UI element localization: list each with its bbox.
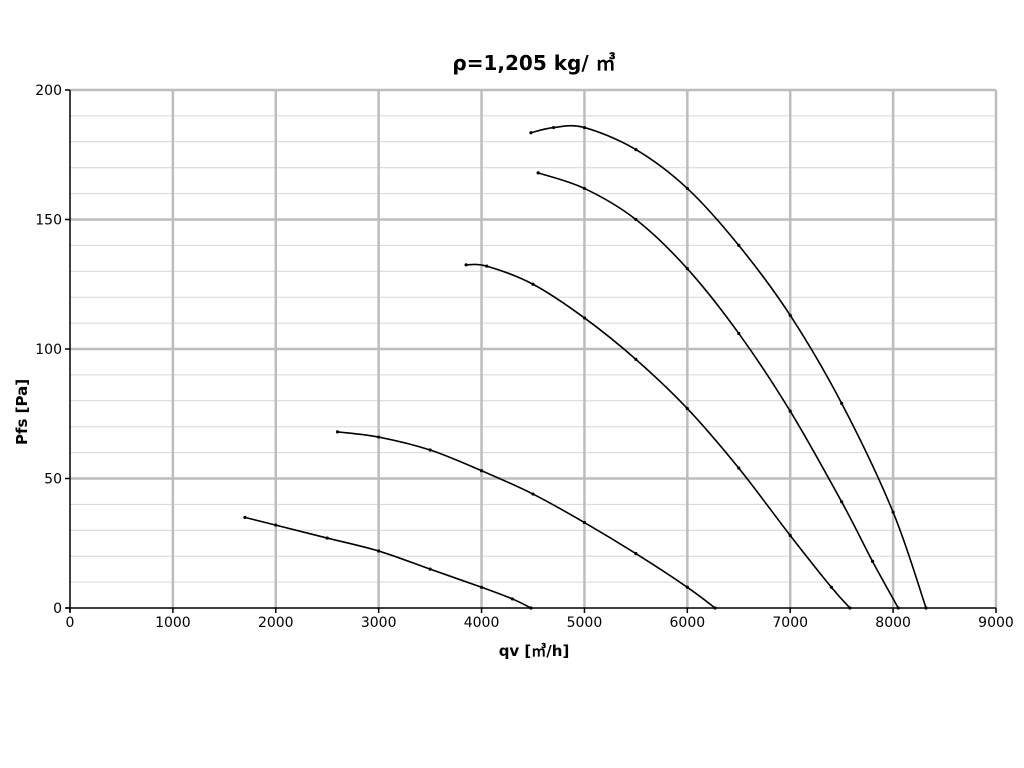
y-tick-label: 100 (35, 342, 62, 358)
y-tick-label: 200 (35, 83, 62, 99)
data-point (551, 125, 556, 130)
x-tick-label: 9000 (978, 615, 1014, 631)
data-point (924, 606, 928, 610)
data-point (531, 492, 535, 496)
chart-title: ρ=1,205 kg/ ㎥ (452, 51, 615, 75)
series-line-3 (466, 263, 851, 609)
data-point (788, 533, 792, 538)
data-point (536, 171, 540, 175)
data-point (510, 597, 515, 601)
x-axis-label: qv [㎥/h] (499, 642, 570, 660)
data-point (582, 316, 587, 320)
data-point (377, 549, 381, 553)
curves (243, 124, 928, 610)
data-point (840, 500, 844, 504)
data-point (529, 131, 533, 135)
data-point (325, 536, 329, 540)
data-point (685, 585, 689, 589)
series-line-2 (337, 431, 716, 609)
data-point (243, 515, 247, 519)
x-tick-label: 6000 (670, 615, 706, 631)
data-point (891, 510, 895, 514)
data-point (529, 606, 533, 610)
series-line-4 (537, 172, 899, 609)
data-point (377, 435, 381, 439)
y-tick-label: 150 (35, 213, 62, 229)
grid (65, 88, 998, 613)
data-point (634, 147, 638, 152)
x-tick-label: 7000 (772, 615, 808, 631)
x-tick-label: 4000 (464, 615, 500, 631)
data-point (335, 430, 340, 434)
tick-labels: 0 1000 2000 3000 4000 5000 6000 7000 8000 9000 0 50… (35, 83, 1014, 631)
data-point (428, 448, 432, 452)
x-tick-label: 0 (66, 615, 75, 631)
data-point (896, 606, 900, 610)
data-point (582, 520, 587, 525)
data-point (274, 523, 278, 527)
data-point (829, 585, 833, 589)
data-point (685, 186, 689, 191)
x-tick-label: 1000 (155, 615, 191, 631)
data-point (737, 243, 741, 247)
data-point (737, 331, 741, 336)
x-tick-label: 2000 (258, 615, 294, 631)
data-point (428, 567, 432, 571)
data-point (582, 186, 587, 191)
y-axis-label: Pfs [Pa] (13, 379, 31, 445)
data-point (713, 606, 717, 610)
data-point (685, 406, 689, 411)
data-point (531, 282, 535, 286)
y-tick-label: 50 (44, 472, 62, 488)
x-tick-label: 3000 (361, 615, 397, 631)
data-point (737, 466, 741, 470)
data-point (870, 559, 875, 563)
data-point (788, 313, 792, 317)
data-point (840, 401, 844, 405)
y-tick-label: 0 (53, 601, 62, 617)
data-point (634, 217, 638, 222)
data-point (848, 606, 852, 610)
data-point (479, 585, 484, 589)
data-point (464, 263, 468, 267)
series-line-1 (244, 516, 532, 609)
series-line-5 (530, 124, 927, 609)
data-point (479, 469, 484, 473)
data-point (634, 357, 638, 361)
data-point (485, 264, 489, 268)
x-tick-label: 5000 (567, 615, 603, 631)
data-point (634, 552, 638, 556)
x-tick-label: 8000 (875, 615, 911, 631)
data-point (788, 409, 792, 413)
data-point (582, 125, 587, 130)
data-point (685, 267, 689, 271)
